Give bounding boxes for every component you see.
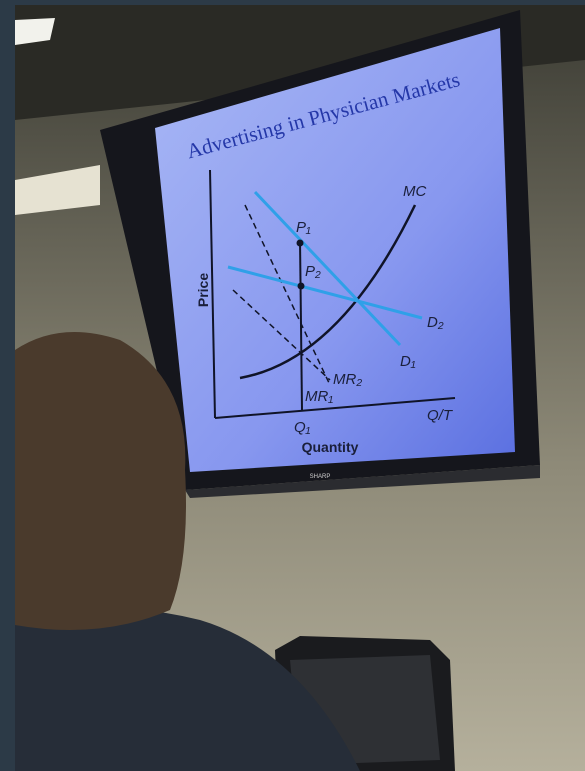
scene: SHARP Advertising in Physician Markets M… (0, 0, 585, 771)
curve-label: D₂ (427, 314, 444, 331)
curve-label: Q₁ (294, 419, 311, 436)
curve-label: P₂ (305, 263, 321, 280)
p1-dot (297, 240, 304, 247)
curve-label: MR₁ (305, 388, 333, 405)
person-head (15, 332, 186, 630)
curve-label: MC (403, 183, 426, 200)
p2-dot (298, 283, 305, 290)
curve-label: D₁ (400, 353, 416, 370)
curve-label: Q/T (427, 407, 454, 424)
curve-label: MR₂ (333, 371, 362, 388)
curve-label: P₁ (296, 219, 311, 236)
y-axis-label: Price (195, 273, 211, 307)
x-axis-label: Quantity (302, 439, 359, 455)
tv-brand: SHARP (310, 474, 331, 480)
